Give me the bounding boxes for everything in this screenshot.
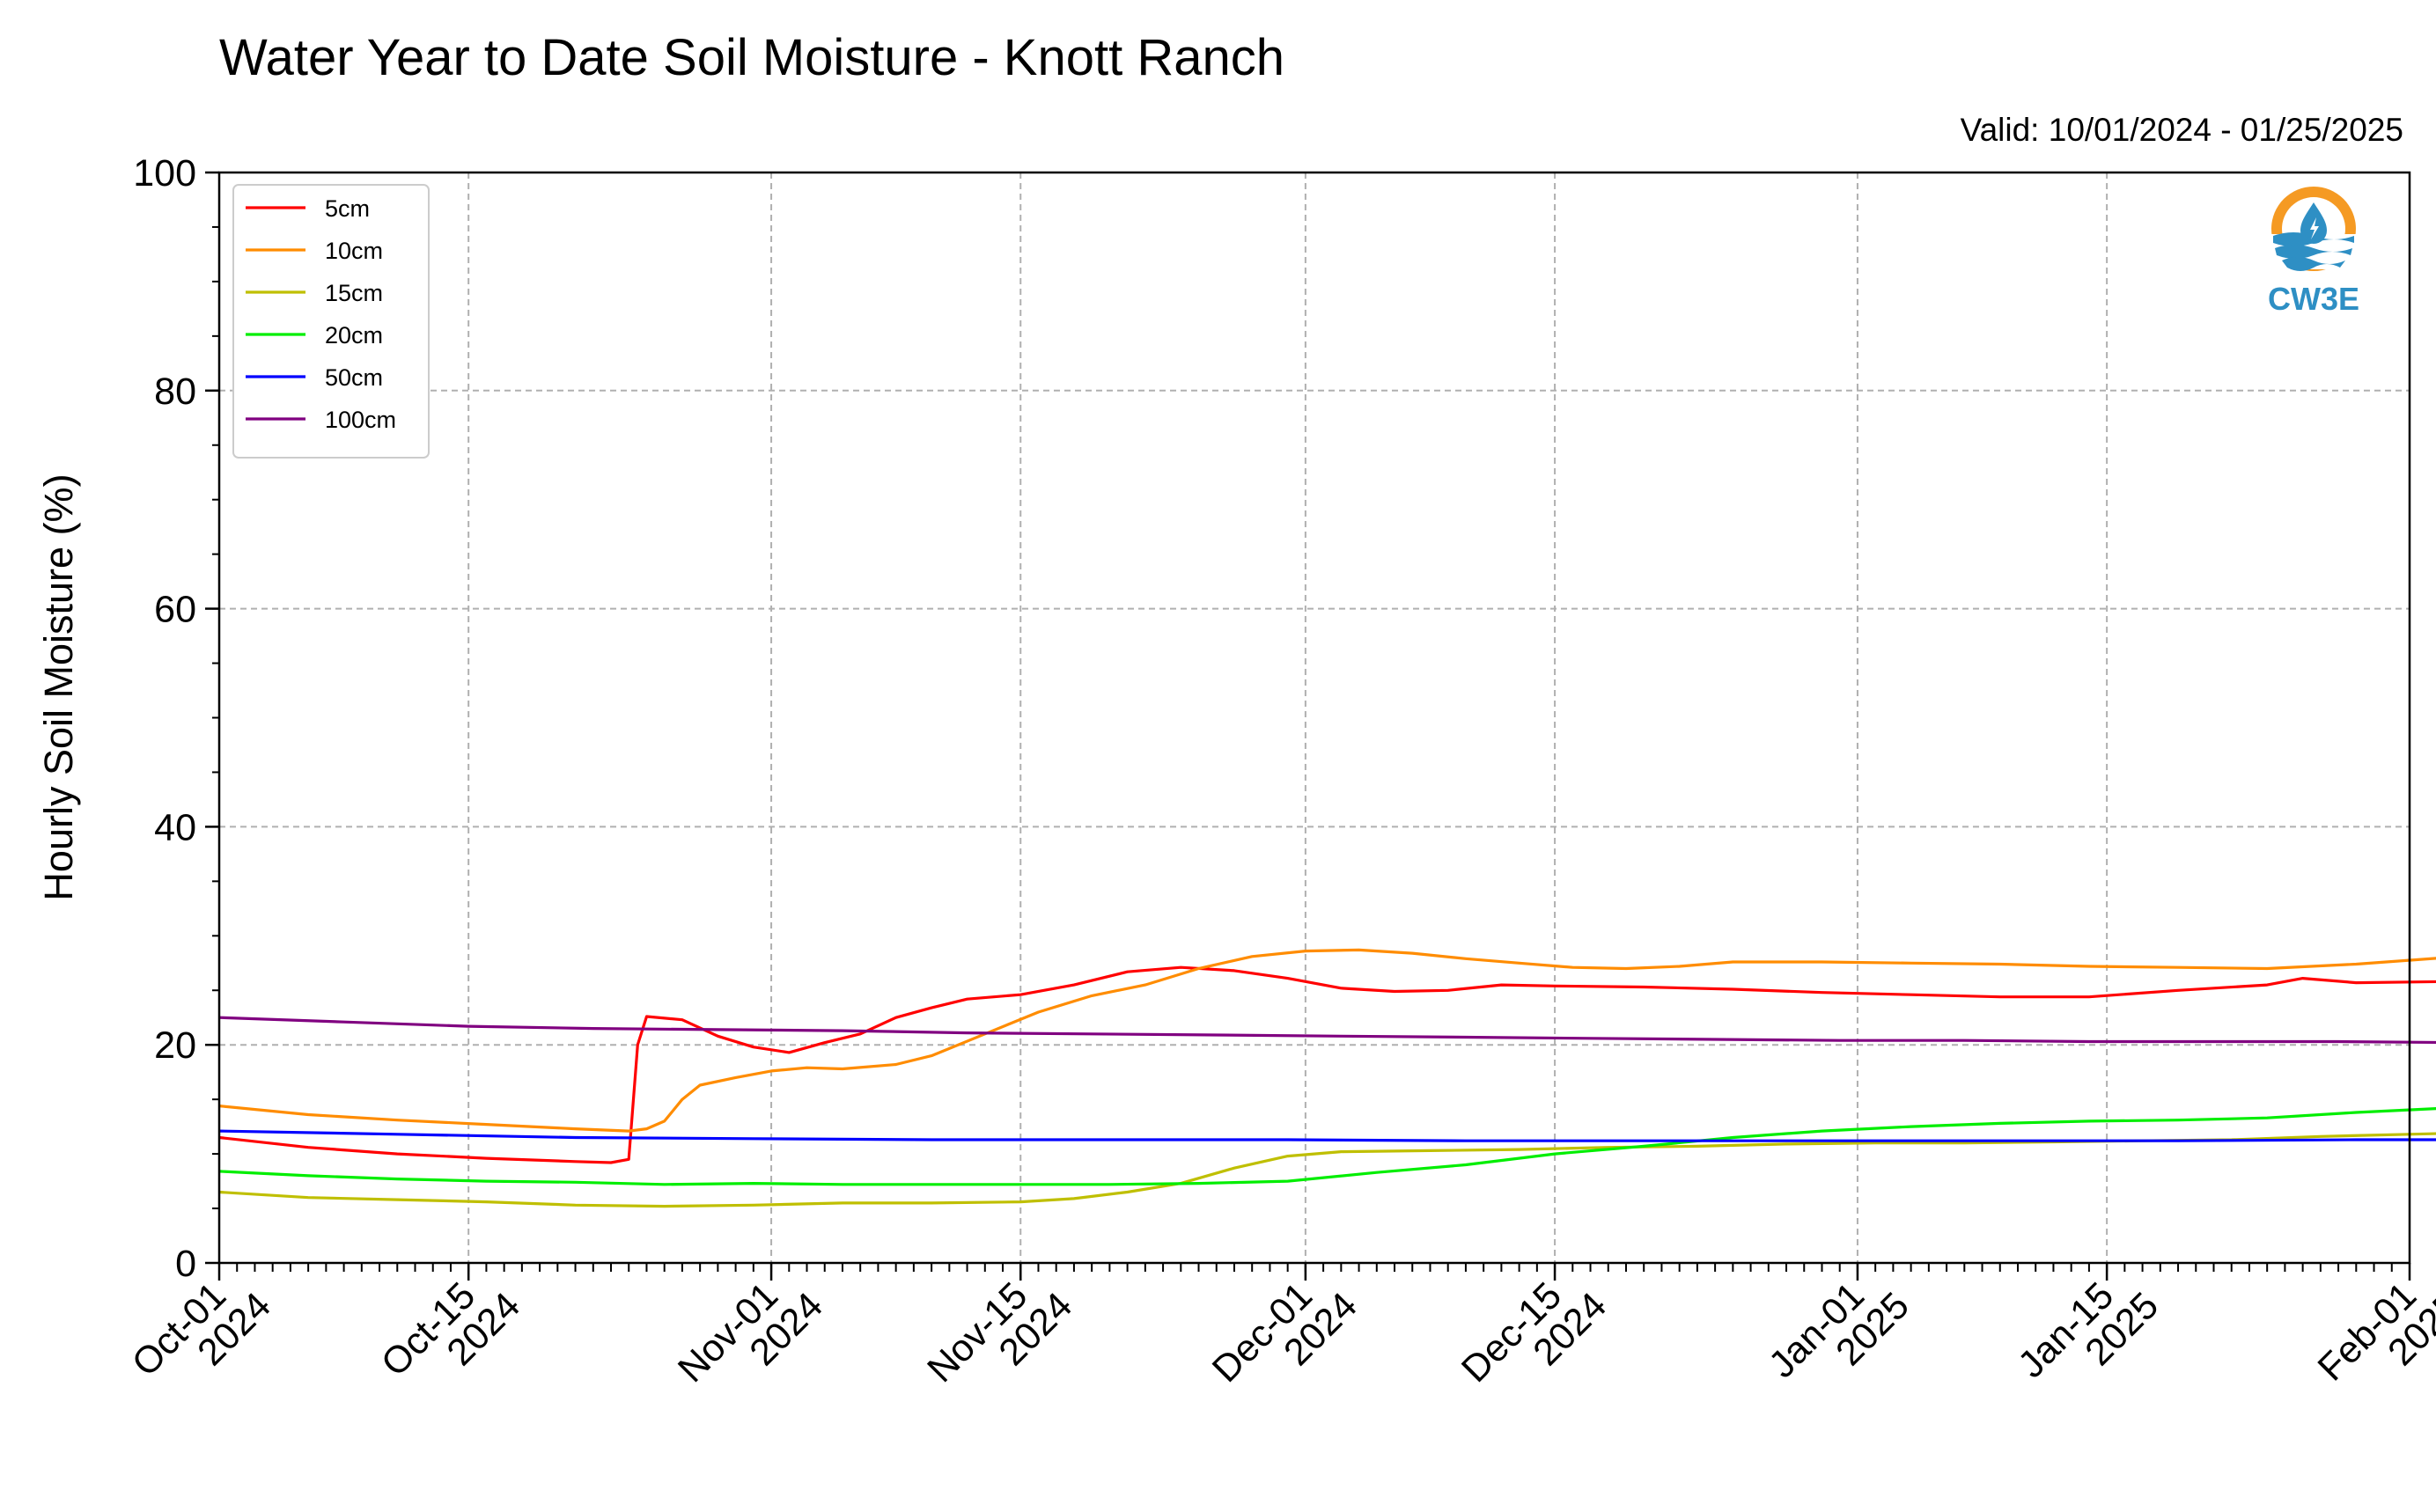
- series-line-50cm: [218, 1129, 2436, 1142]
- cw3e-logo: CW3E: [2268, 187, 2359, 317]
- valid-range-text: Valid: 10/01/2024 - 01/25/2025: [1961, 112, 2403, 148]
- series-lines: [218, 948, 2436, 1208]
- series-line-15cm: [218, 1132, 2436, 1208]
- legend-box: [232, 184, 430, 459]
- y-tick-label: 20: [154, 1024, 196, 1067]
- water-drop-logo-icon: [2270, 187, 2358, 271]
- legend-label-10cm: 10cm: [325, 238, 383, 264]
- legend-label-20cm: 20cm: [325, 322, 383, 349]
- legend: 5cm 10cm 15cm 20cm 50cm 100cm: [232, 184, 430, 459]
- legend-label-5cm: 5cm: [325, 195, 370, 222]
- y-axis-label: Hourly Soil Moisture (%): [36, 473, 81, 900]
- legend-label-100cm: 100cm: [325, 407, 396, 433]
- legend-label-50cm: 50cm: [325, 364, 383, 391]
- y-tick-label: 40: [154, 806, 196, 848]
- y-tick-label: 60: [154, 589, 196, 631]
- plot-frame: [217, 171, 2411, 1265]
- logo-text: CW3E: [2268, 281, 2359, 317]
- chart-title: Water Year to Date Soil Moisture - Knott…: [219, 29, 1284, 86]
- series-line-5cm: [218, 965, 2436, 1164]
- y-tick-label: 80: [154, 371, 196, 413]
- series-line-100cm: [218, 1016, 2436, 1045]
- y-tick-label: 0: [175, 1243, 196, 1285]
- legend-label-15cm: 15cm: [325, 280, 383, 306]
- series-line-10cm: [218, 948, 2436, 1133]
- series-line-20cm: [218, 1107, 2436, 1186]
- y-tick-label: 100: [133, 152, 196, 195]
- grid-lines: [219, 172, 2410, 1263]
